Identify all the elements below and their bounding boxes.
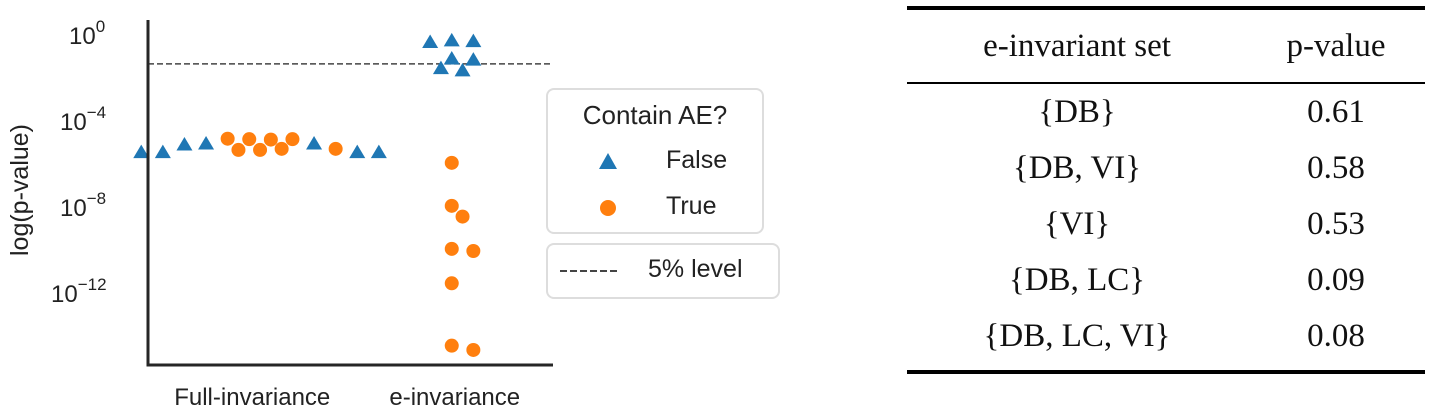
p-value-cell: 0.61 (1307, 93, 1365, 130)
legend-label: 5% level (648, 255, 743, 283)
data-point-circle (274, 141, 289, 156)
column-header: p-value (1286, 27, 1386, 64)
table-row: {VI} 0.53 (907, 196, 1425, 252)
data-point-circle (444, 338, 459, 353)
set-cell: {DB, LC} (1008, 261, 1146, 298)
table-row: {DB} 0.61 (907, 84, 1425, 140)
data-point-circle (242, 132, 257, 147)
y-axis-label: log(p-value) (6, 124, 34, 256)
y-tick-label: 100 (69, 17, 105, 50)
data-point-circle (444, 155, 459, 170)
legend-item-false: False (548, 146, 762, 176)
data-point-triangle (443, 32, 460, 47)
p-value-cell: 0.58 (1307, 149, 1365, 186)
data-point-circle (253, 142, 268, 157)
x-tick-label: Full-invariance (174, 384, 330, 411)
legend-item-true: True (548, 192, 762, 222)
data-point-circle (285, 132, 300, 147)
p-value-cell: 0.09 (1307, 261, 1365, 298)
data-point-triangle (133, 144, 150, 159)
data-point-triangle (306, 135, 323, 150)
data-point-triangle (443, 51, 460, 65)
p-value-table: e-invariant set p-value {DB} 0.61 {DB, VI}… (907, 6, 1425, 374)
data-point-circle (231, 142, 246, 157)
data-point-circle (263, 132, 278, 147)
data-point-circle (444, 276, 459, 291)
data-point-triangle (176, 137, 193, 151)
data-point-triangle (422, 34, 439, 48)
table-row: {DB, LC} 0.09 (907, 252, 1425, 308)
column-header: e-invariant set (983, 27, 1171, 64)
table-row: {DB, VI} 0.58 (907, 140, 1425, 196)
mid-rule (907, 82, 1425, 84)
triangle-marker-icon (599, 153, 617, 169)
data-point-triangle (454, 62, 471, 77)
hue-legend: Contain AE? False True (546, 88, 764, 234)
top-rule (907, 6, 1425, 10)
set-cell: {DB, LC, VI} (983, 317, 1171, 354)
set-cell: {VI} (1043, 205, 1111, 242)
bottom-rule (907, 370, 1425, 374)
data-point-triangle (432, 60, 449, 75)
y-tick-label: 10−4 (60, 103, 106, 136)
data-point-circle (466, 342, 481, 357)
x-tick-label: e-invariance (389, 384, 520, 411)
dashed-line-icon (560, 270, 618, 272)
table-header: e-invariant set p-value (907, 10, 1425, 82)
data-point-circle (444, 198, 459, 213)
data-point-triangle (198, 135, 215, 150)
reference-line-legend: 5% level (546, 243, 780, 299)
legend-label: False (666, 146, 728, 174)
data-point-triangle (465, 33, 482, 48)
set-cell: {DB} (1038, 93, 1116, 130)
table-row: {DB, LC, VI} 0.08 (907, 308, 1425, 364)
data-point-circle (220, 131, 235, 146)
legend-label: True (666, 192, 717, 220)
y-tick-label: 10−12 (51, 275, 107, 308)
data-point-circle (328, 141, 343, 156)
data-point-triangle (370, 144, 387, 159)
data-point-circle (444, 241, 459, 256)
data-point-triangle (465, 52, 482, 66)
y-tick-label: 10−8 (60, 189, 106, 222)
p-value-cell: 0.08 (1307, 317, 1365, 354)
p-value-cell: 0.53 (1307, 205, 1365, 242)
data-point-triangle (154, 144, 171, 159)
legend-title: Contain AE? (582, 100, 728, 130)
data-point-circle (466, 244, 481, 259)
data-point-triangle (349, 144, 366, 159)
data-point-circle (455, 209, 470, 224)
circle-marker-icon (600, 200, 616, 216)
set-cell: {DB, VI} (1012, 149, 1142, 186)
